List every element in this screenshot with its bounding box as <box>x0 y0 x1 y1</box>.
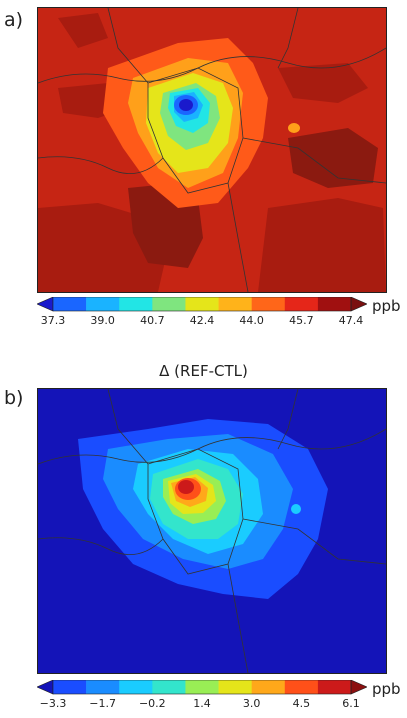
panel-a-colorbar <box>37 297 367 312</box>
colorbar-segment <box>119 680 153 694</box>
colorbar-tick-label: 4.5 <box>292 697 311 710</box>
colorbar-min-arrow <box>37 297 54 312</box>
colorbar-tick-label: 40.7 <box>140 314 165 327</box>
colorbar-tick-label: −3.3 <box>39 697 67 710</box>
colorbar-outline <box>52 680 352 695</box>
colorbar-tick-label: −0.2 <box>138 697 166 710</box>
colorbar-max-arrow <box>350 297 367 312</box>
colorbar-tick-label: 1.4 <box>193 697 211 710</box>
panel-b-difference-field <box>38 389 386 673</box>
colorbar-segment <box>86 680 120 694</box>
colorbar-segment <box>152 680 186 694</box>
panel-a-ozone-field <box>38 8 386 292</box>
colorbar-segment <box>251 680 286 694</box>
colorbar-segment <box>86 297 120 311</box>
colorbar-segment <box>185 680 219 694</box>
colorbar-segment <box>218 297 252 311</box>
colorbar-segment <box>152 297 186 311</box>
colorbar-segment <box>251 297 286 311</box>
panel-a-label: a) <box>4 9 24 31</box>
panel-b-title: Δ (REF-CTL) <box>159 362 248 380</box>
panel-a-unit: ppb <box>372 297 401 315</box>
panel-b-unit: ppb <box>372 680 401 698</box>
colorbar-tick-label: 42.4 <box>189 314 215 327</box>
colorbar-segment <box>317 680 352 694</box>
colorbar-tick-label: 44.0 <box>239 314 264 327</box>
colorbar-segment <box>185 297 219 311</box>
colorbar-tick-label: −1.7 <box>89 697 117 710</box>
panel-a-map <box>37 7 387 293</box>
colorbar-tick-label: 47.4 <box>338 314 364 327</box>
panel-b-label: b) <box>4 387 24 409</box>
colorbar-segment <box>284 297 319 311</box>
colorbar-segment <box>53 680 87 694</box>
colorbar-tick-label: 3.0 <box>242 697 261 710</box>
colorbar-tick-label: 45.7 <box>289 314 314 327</box>
colorbar-max-arrow <box>350 680 367 695</box>
colorbar-segment <box>53 297 87 311</box>
colorbar-segment <box>284 680 319 694</box>
panel-b-map <box>37 388 387 674</box>
panel-b-colorbar <box>37 680 367 695</box>
colorbar-tick-label: 37.3 <box>40 314 66 327</box>
colorbar-tick-label: 39.0 <box>90 314 115 327</box>
colorbar-outline <box>52 297 352 312</box>
colorbar-segment <box>317 297 352 311</box>
colorbar-segment <box>218 680 252 694</box>
colorbar-tick-label: 6.1 <box>342 697 360 710</box>
colorbar-min-arrow <box>37 680 54 695</box>
colorbar-segment <box>119 297 153 311</box>
